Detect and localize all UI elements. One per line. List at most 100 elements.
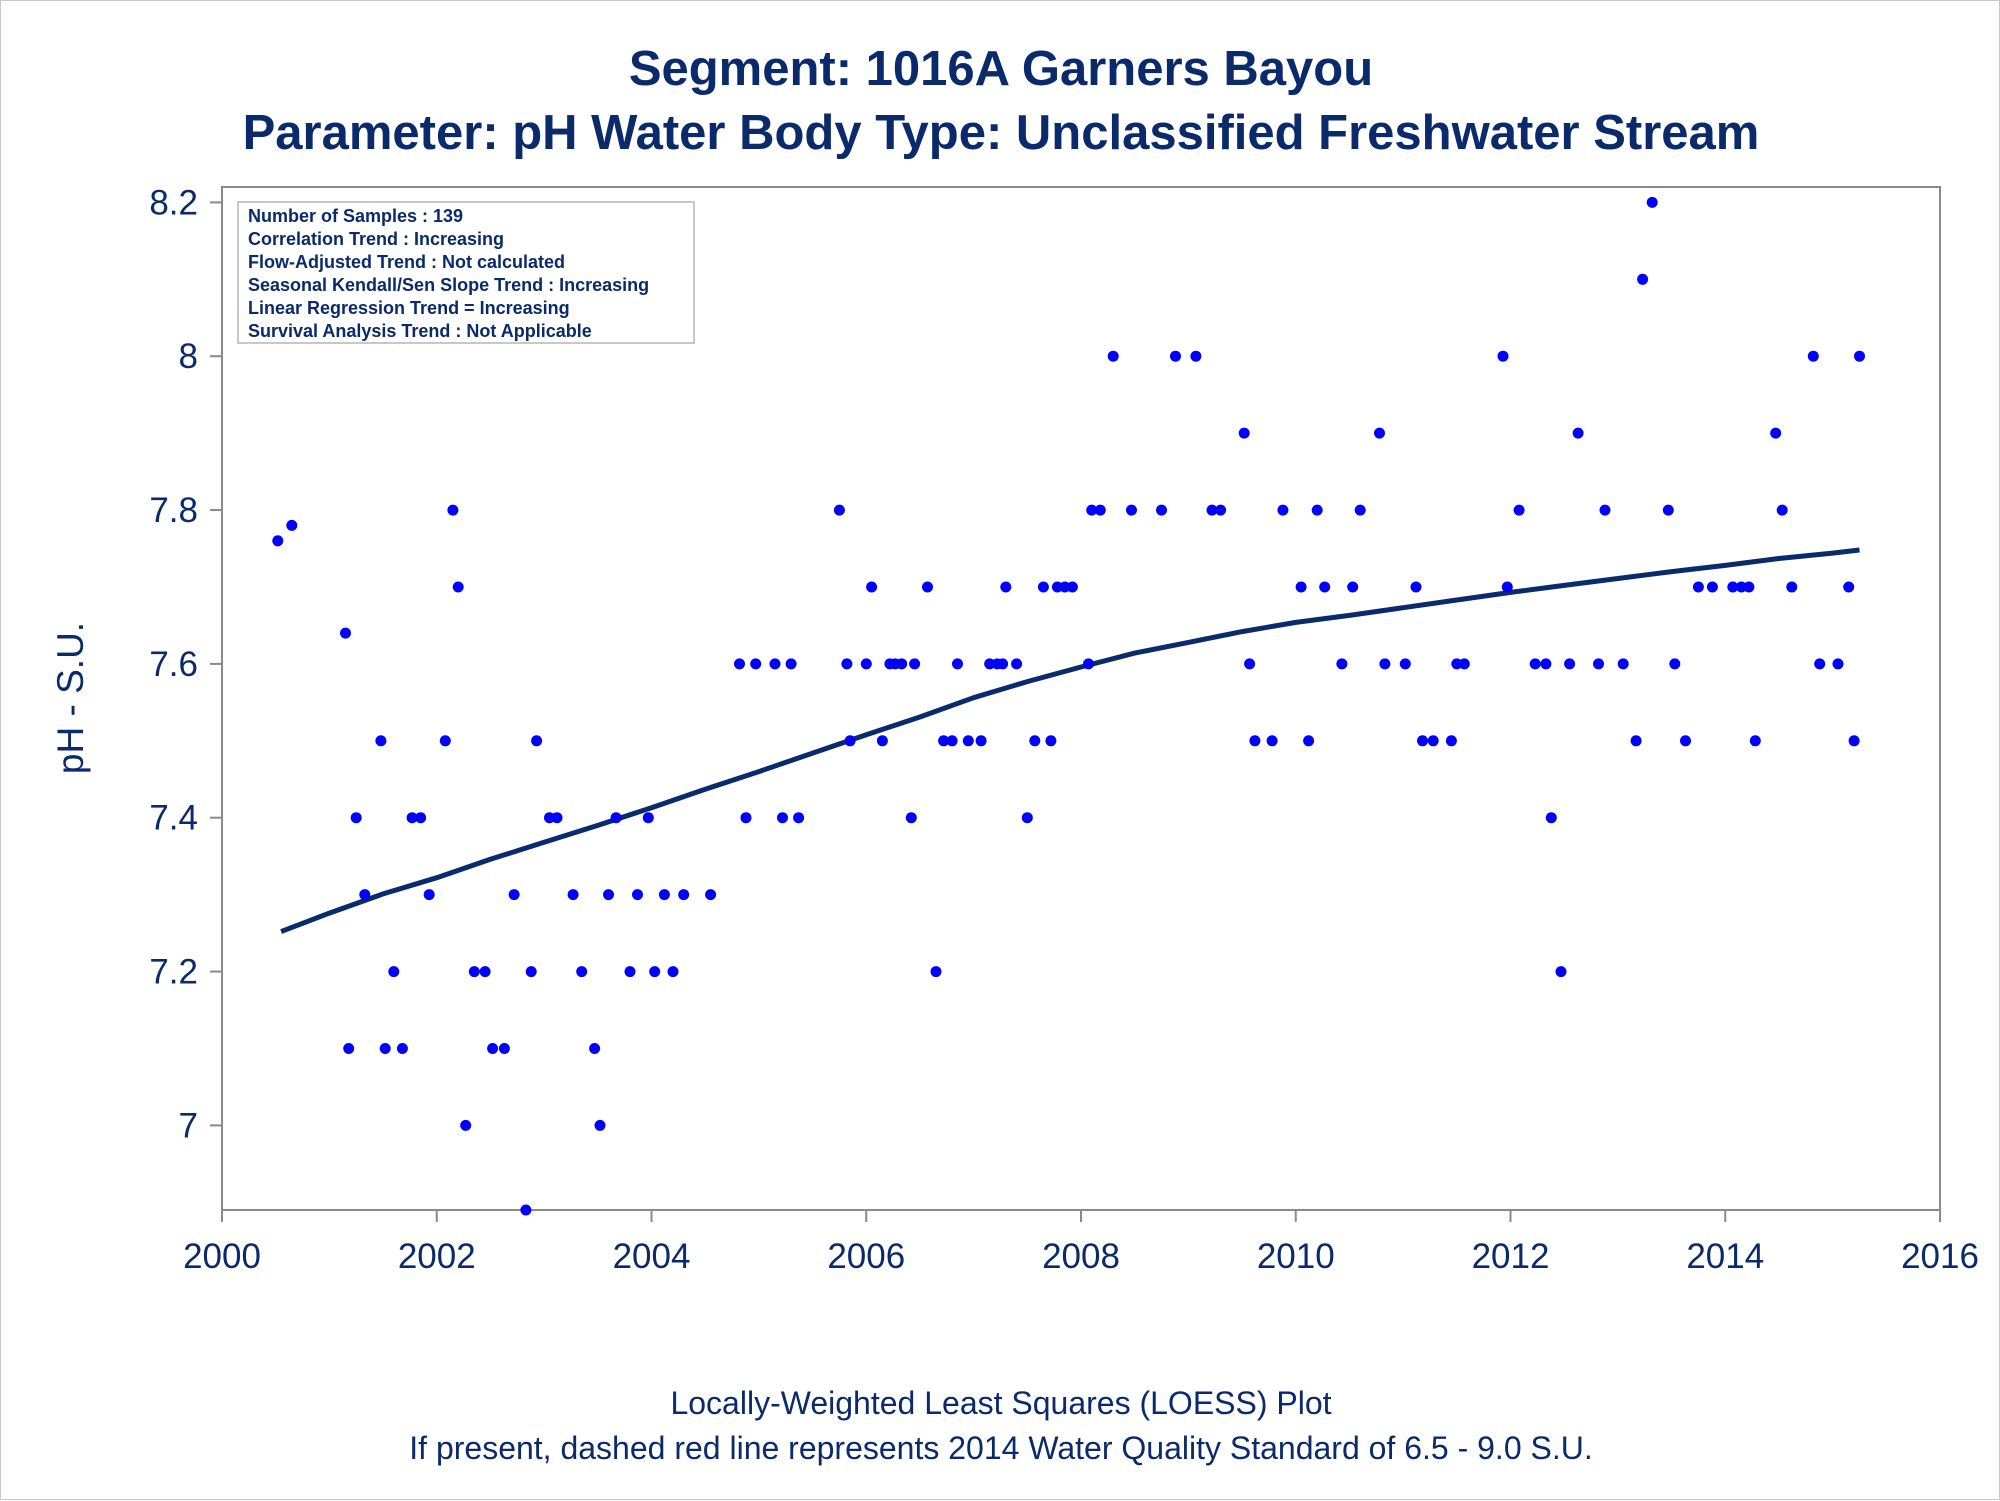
data-point bbox=[793, 812, 805, 824]
data-point bbox=[551, 812, 563, 824]
x-tick-label: 2006 bbox=[827, 1237, 905, 1276]
data-point bbox=[525, 966, 537, 978]
data-point bbox=[1458, 658, 1470, 670]
data-point bbox=[594, 1119, 606, 1131]
data-point bbox=[1706, 581, 1718, 593]
data-point bbox=[340, 627, 351, 639]
data-point bbox=[460, 1119, 472, 1131]
data-point bbox=[1086, 504, 1098, 516]
data-point bbox=[1029, 735, 1041, 747]
x-tick-label: 2012 bbox=[1472, 1237, 1550, 1276]
data-point bbox=[447, 504, 459, 516]
data-point bbox=[1045, 735, 1057, 747]
data-point bbox=[844, 735, 856, 747]
data-point bbox=[909, 658, 921, 670]
data-point bbox=[833, 504, 845, 516]
data-point bbox=[1374, 427, 1385, 439]
data-point bbox=[1445, 735, 1457, 747]
data-point bbox=[1126, 504, 1137, 516]
data-point bbox=[1630, 735, 1642, 747]
data-point bbox=[1593, 658, 1604, 670]
stat-seasonal-kendall: Seasonal Kendall/Sen Slope Trend : Incre… bbox=[248, 275, 649, 295]
data-point bbox=[1564, 658, 1576, 670]
y-axis-label: pH - S.U. bbox=[50, 622, 91, 774]
y-tick-label: 8 bbox=[179, 337, 198, 376]
data-point bbox=[286, 519, 298, 531]
data-point bbox=[896, 658, 908, 670]
data-point bbox=[388, 966, 400, 978]
data-point bbox=[777, 812, 788, 824]
data-point bbox=[589, 1043, 601, 1054]
x-tick-label: 2000 bbox=[183, 1237, 261, 1276]
data-point bbox=[1336, 658, 1348, 670]
data-point bbox=[576, 966, 588, 978]
stat-survival-analysis: Survival Analysis Trend : Not Applicable bbox=[248, 321, 592, 341]
data-point bbox=[1776, 504, 1788, 516]
data-point bbox=[1545, 812, 1557, 824]
data-point bbox=[1066, 581, 1078, 593]
data-point bbox=[343, 1043, 355, 1054]
data-point bbox=[452, 581, 464, 593]
data-point bbox=[705, 889, 717, 901]
data-point bbox=[415, 812, 427, 824]
data-point bbox=[1743, 581, 1755, 593]
data-point bbox=[1662, 504, 1674, 516]
stat-samples: Number of Samples : 139 bbox=[248, 206, 463, 226]
data-point bbox=[1244, 658, 1256, 670]
data-point bbox=[508, 889, 520, 901]
data-point bbox=[1011, 658, 1023, 670]
x-tick-label: 2002 bbox=[398, 1237, 476, 1276]
data-point bbox=[946, 735, 958, 747]
data-point bbox=[866, 581, 878, 593]
data-point bbox=[1555, 966, 1567, 978]
data-point bbox=[1572, 427, 1584, 439]
data-point bbox=[1379, 658, 1391, 670]
data-point bbox=[1410, 581, 1422, 593]
data-point bbox=[1617, 658, 1629, 670]
data-point bbox=[1190, 350, 1202, 362]
x-tick-label: 2008 bbox=[1042, 1237, 1120, 1276]
x-tick-label: 2010 bbox=[1257, 1237, 1335, 1276]
data-point bbox=[272, 535, 284, 547]
data-point bbox=[1832, 658, 1844, 670]
data-point bbox=[439, 735, 451, 747]
data-point bbox=[1417, 735, 1428, 747]
data-point bbox=[359, 889, 371, 901]
chart-subtitle: Parameter: pH Water Body Type: Unclassif… bbox=[243, 106, 1760, 160]
stat-correlation: Correlation Trend : Increasing bbox=[248, 229, 504, 249]
data-point bbox=[997, 658, 1009, 670]
data-point bbox=[667, 966, 679, 978]
data-point bbox=[1529, 658, 1541, 670]
y-tick-label: 7.4 bbox=[149, 799, 198, 838]
data-point bbox=[750, 658, 762, 670]
data-point bbox=[1669, 658, 1681, 670]
y-tick-label: 7 bbox=[179, 1106, 198, 1145]
x-tick-label: 2014 bbox=[1686, 1237, 1764, 1276]
data-point bbox=[734, 658, 745, 670]
data-point bbox=[1637, 273, 1649, 285]
data-point bbox=[1497, 350, 1509, 362]
data-point bbox=[1319, 581, 1331, 593]
data-point bbox=[922, 581, 933, 593]
data-point bbox=[379, 1043, 391, 1054]
y-tick-label: 7.8 bbox=[149, 491, 198, 530]
data-point bbox=[479, 966, 491, 978]
data-point bbox=[860, 658, 872, 670]
data-point bbox=[1680, 735, 1691, 747]
data-point bbox=[1347, 581, 1359, 593]
data-point bbox=[487, 1043, 499, 1054]
data-point bbox=[406, 812, 418, 824]
data-point bbox=[740, 812, 752, 824]
data-point bbox=[1249, 735, 1261, 747]
data-point bbox=[632, 889, 643, 901]
data-point bbox=[930, 966, 942, 978]
data-point bbox=[1215, 504, 1227, 516]
plot-area bbox=[221, 186, 1941, 1211]
data-point bbox=[841, 658, 853, 670]
data-point bbox=[1427, 735, 1439, 747]
data-point bbox=[1303, 735, 1315, 747]
data-point bbox=[1854, 350, 1865, 362]
data-point bbox=[375, 735, 387, 747]
